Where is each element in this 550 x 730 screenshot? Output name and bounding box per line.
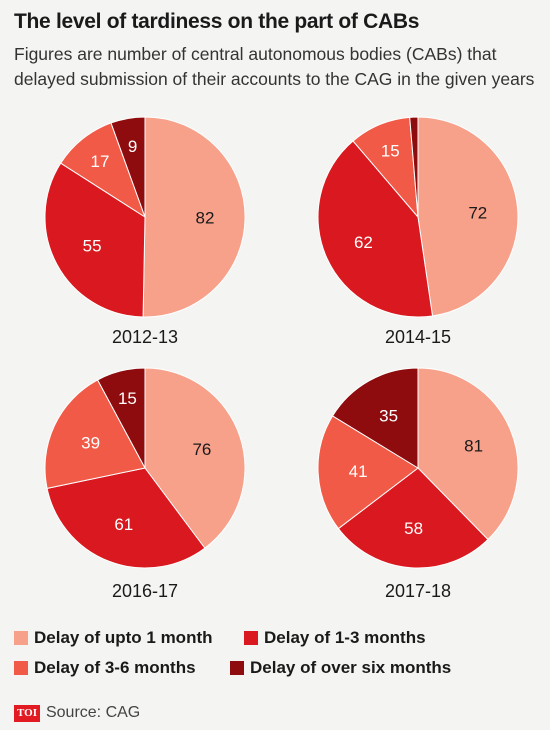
pie-year-label: 2016-17 <box>112 581 178 601</box>
pie-slice <box>46 467 206 569</box>
pie-year-label: 2012-13 <box>112 327 178 347</box>
pie-slice <box>317 140 434 318</box>
pie-slice <box>96 367 146 469</box>
legend-item: Delay of upto 1 month <box>14 628 213 648</box>
pie-slice <box>110 116 146 218</box>
chart-subtitle: Figures are number of central autonomous… <box>14 44 535 89</box>
slice-value-label: 17 <box>91 152 110 171</box>
legend-label: Delay of 1-3 months <box>264 628 426 647</box>
slice-value-label: 72 <box>468 204 487 223</box>
slice-value-label: 41 <box>349 462 368 481</box>
slice-value-label: 9 <box>128 137 137 156</box>
slice-value-label: 15 <box>381 142 400 161</box>
source-note: Source: CAG <box>45 704 141 721</box>
pie-slice <box>331 367 419 469</box>
slice-value-label: 76 <box>192 440 211 459</box>
legend-item: Delay of 1-3 months <box>244 628 426 648</box>
pie-slice <box>417 116 519 317</box>
slice-value-label: 62 <box>354 233 373 252</box>
chart-title: The level of tardiness on the part of CA… <box>14 10 420 33</box>
slice-value-label: 81 <box>464 436 483 455</box>
pie-year-label: 2017-18 <box>385 581 451 601</box>
legend-label: Delay of upto 1 month <box>34 628 213 647</box>
pie-slice <box>317 415 419 530</box>
slice-value-label: 55 <box>83 236 102 255</box>
legend-item: Delay of over six months <box>230 658 451 678</box>
slice-value-label: 15 <box>118 389 137 408</box>
footer: TOI Source: CAG <box>14 704 140 722</box>
pie-slice <box>144 367 246 549</box>
legend-label: Delay of over six months <box>250 658 452 677</box>
legend-label: Delay of 3-6 months <box>34 658 196 677</box>
pie-chart: 81 58 41 35 2017-18 <box>317 367 519 601</box>
slice-value-label: 39 <box>81 434 100 453</box>
pie-chart: 82 55 17 9 2012-13 <box>44 116 246 347</box>
slice-value-label: 61 <box>114 515 133 534</box>
pie-slice <box>142 116 246 318</box>
legend-item: Delay of 3-6 months <box>14 658 196 678</box>
pie-slice <box>409 116 419 218</box>
toi-logo: TOI <box>14 704 40 722</box>
legend-swatch <box>230 661 244 675</box>
pie-slice <box>44 379 146 490</box>
pie-year-label: 2014-15 <box>385 327 451 347</box>
slice-value-label: 82 <box>196 209 215 228</box>
slice-value-label: 35 <box>379 407 398 426</box>
legend-swatch <box>14 661 28 675</box>
legend-swatch <box>14 631 28 645</box>
pie-slice <box>337 467 489 569</box>
pie-slice <box>417 367 519 541</box>
legend-swatch <box>244 631 258 645</box>
pie-chart: 76 61 39 15 2016-17 <box>44 367 246 601</box>
pie-chart: 72 62 15 2014-15 <box>317 116 519 347</box>
slice-value-label: 58 <box>404 519 423 538</box>
